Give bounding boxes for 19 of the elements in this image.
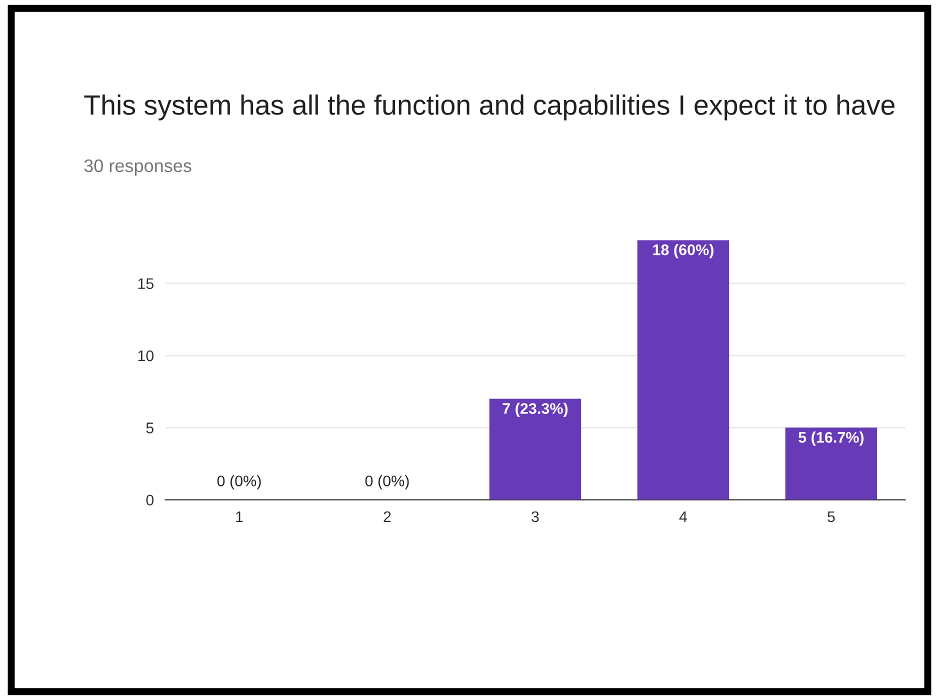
bar	[785, 428, 878, 500]
y-tick-label: 15	[138, 278, 154, 290]
y-tick-label: 5	[146, 422, 154, 434]
bar	[489, 398, 582, 500]
chart-subtitle: 30 responses	[84, 159, 192, 176]
x-tick-label: 3	[532, 511, 539, 522]
chart-title: This system has all the function and capabilities I expect it to have	[84, 94, 894, 120]
y-tick-label: 0	[146, 494, 154, 506]
data-label: 7 (23.3%)	[502, 402, 568, 417]
data-label: 0 (0%)	[217, 475, 261, 490]
x-tick-label: 5	[828, 511, 835, 522]
y-tick-label: 10	[138, 350, 154, 362]
data-label: 0 (0%)	[365, 475, 409, 490]
data-label: 18 (60%)	[653, 244, 714, 258]
x-tick-label: 1	[236, 511, 243, 522]
x-tick-label: 2	[384, 511, 391, 522]
bar	[637, 240, 730, 500]
data-label: 5 (16.7%)	[798, 432, 864, 446]
x-tick-label: 4	[679, 511, 688, 522]
